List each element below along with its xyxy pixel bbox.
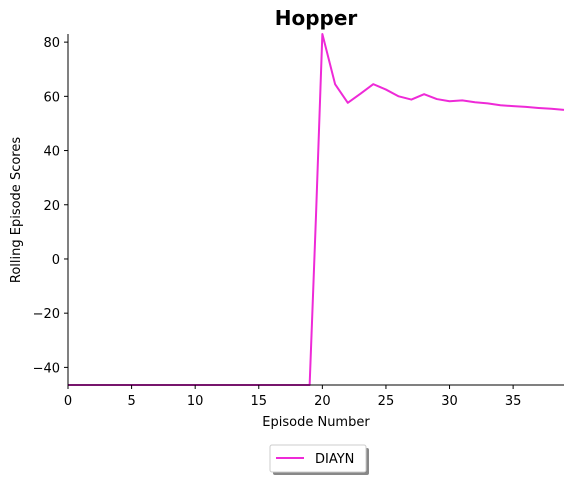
y-tick-label: 60 [43,90,60,105]
y-axis-title: Rolling Episode Scores [9,137,24,283]
x-tick-label: 10 [187,394,204,409]
x-ticks: 0 5 10 15 20 25 30 35 [64,385,522,409]
plot-area [68,33,565,386]
x-tick-label: 15 [250,394,267,409]
y-ticks: −40 −20 0 20 40 60 80 [33,36,68,376]
y-tick-label: −20 [33,307,60,322]
y-tick-label: 80 [43,36,60,51]
y-tick-label: 40 [43,145,60,160]
legend-label-diayn: DIAYN [315,452,354,467]
x-tick-label: 35 [505,394,522,409]
x-axis-title: Episode Number [262,415,370,430]
series-line-diayn [68,33,565,386]
x-tick-label: 30 [441,394,458,409]
y-tick-label: −40 [33,361,60,376]
legend-box [269,444,367,473]
x-tick-label: 0 [64,394,72,409]
y-tick-label: 20 [43,199,60,214]
x-tick-label: 20 [314,394,331,409]
x-tick-label: 25 [378,394,395,409]
chart-title: Hopper [275,6,358,30]
x-tick-label: 5 [127,394,135,409]
y-tick-label: 0 [52,253,60,268]
legend: DIAYN [269,444,369,475]
